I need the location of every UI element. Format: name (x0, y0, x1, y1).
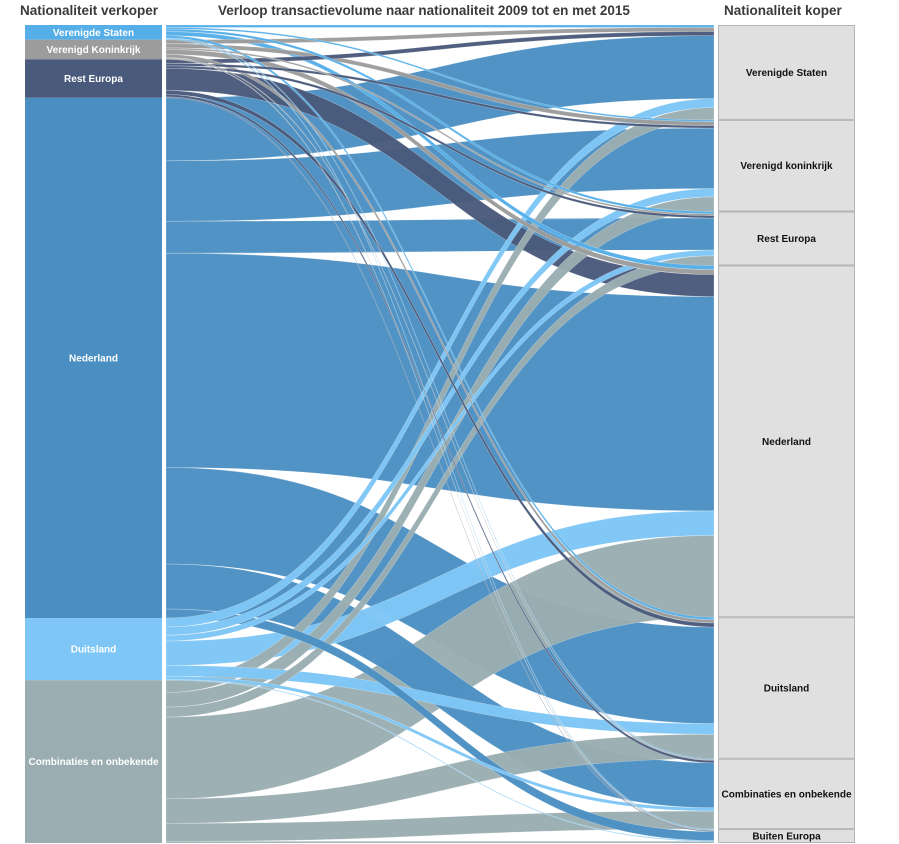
target-node-rest-europa[interactable] (718, 211, 855, 266)
target-node-label: Verenigd koninkrijk (740, 161, 833, 172)
target-node-duitsland[interactable] (718, 617, 855, 759)
source-node-combinaties-en-onbekende[interactable] (25, 680, 162, 843)
source-node-duitsland[interactable] (25, 618, 162, 681)
link-de-to-us[interactable] (165, 98, 715, 628)
link-reu-to-be[interactable] (165, 96, 715, 832)
link-de-to-reu[interactable] (165, 249, 715, 642)
chart-title: Verloop transactievolume naar nationalit… (218, 3, 630, 18)
source-axis-title: Nationaliteit verkoper (20, 3, 159, 18)
source-node-rest-europa[interactable] (25, 59, 162, 98)
target-node-label: Rest Europa (757, 234, 816, 245)
link-reu-to-comb[interactable] (165, 94, 715, 764)
link-de-to-nl[interactable] (165, 510, 715, 666)
link-uk-to-reu[interactable] (165, 47, 715, 216)
target-node-verenigd-koninkrijk[interactable] (718, 119, 855, 212)
target-node-label: Buiten Europa (752, 832, 821, 843)
link-reu-to-nl[interactable] (165, 68, 715, 297)
source-node-label: Duitsland (71, 645, 117, 656)
source-node-label: Combinaties en onbekende (28, 757, 158, 768)
source-node-verenigd-koninkrijk[interactable] (25, 39, 162, 60)
link-de-to-be[interactable] (165, 679, 715, 842)
source-node-label: Verenigde Staten (53, 28, 134, 39)
source-node-nederland[interactable] (25, 97, 162, 619)
source-node-label: Rest Europa (64, 74, 123, 85)
link-us-to-de[interactable] (165, 35, 715, 620)
link-comb-to-be[interactable] (165, 841, 715, 844)
source-node-verenigde-staten[interactable] (25, 25, 162, 40)
target-node-label: Verenigde Staten (746, 68, 827, 79)
link-us-to-us[interactable] (165, 24, 715, 28)
link-reu-to-reu[interactable] (165, 65, 715, 219)
link-uk-to-comb[interactable] (165, 57, 715, 761)
link-de-to-uk[interactable] (165, 188, 715, 636)
link-de-to-comb[interactable] (165, 675, 715, 812)
target-node-label: Combinaties en onbekende (721, 789, 851, 800)
target-node-verenigde-staten[interactable] (718, 25, 855, 120)
links-layer (165, 24, 715, 844)
source-nodes-layer: Verenigde Staten Verenigd Koninkrijk Rest … (25, 25, 162, 843)
target-axis-title: Nationaliteit koper (724, 3, 842, 18)
link-reu-to-de[interactable] (165, 90, 715, 628)
target-node-label: Duitsland (764, 683, 810, 694)
source-node-label: Verenigd Koninkrijk (47, 45, 141, 56)
link-reu-to-uk[interactable] (165, 63, 715, 129)
link-uk-to-de[interactable] (165, 54, 715, 624)
target-nodes-layer: Verenigde Staten Verenigd koninkrijk Rest … (718, 25, 855, 843)
target-node-label: Nederland (762, 437, 811, 448)
target-node-combinaties-en-onbekende[interactable] (718, 758, 855, 830)
link-de-to-de[interactable] (165, 665, 715, 735)
link-nl-to-nl[interactable] (165, 252, 715, 512)
target-node-nederland[interactable] (718, 265, 855, 618)
source-node-label: Nederland (69, 353, 118, 364)
link-us-to-uk[interactable] (165, 27, 715, 122)
target-node-buiten-europa[interactable] (718, 829, 855, 843)
